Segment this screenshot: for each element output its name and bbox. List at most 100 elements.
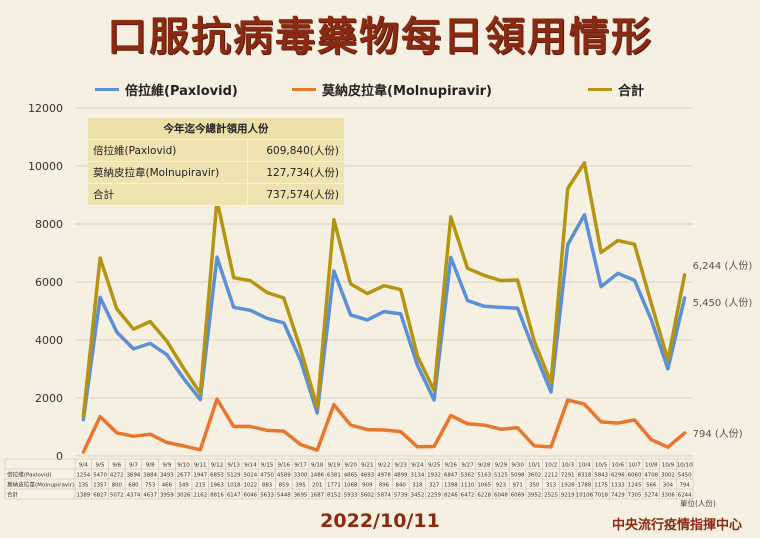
table-cell-value: 4693 bbox=[360, 473, 374, 479]
legend-item-molnupiravir: 莫納皮拉韋(Molnupiravir) bbox=[292, 80, 492, 99]
table-cell-value: 7429 bbox=[611, 493, 625, 499]
x-tick-label: 9/4 bbox=[79, 463, 88, 469]
table-cell-value: 6472 bbox=[461, 493, 475, 499]
x-tick-label: 9/18 bbox=[311, 463, 324, 469]
x-tick-label: 9/25 bbox=[428, 463, 441, 469]
table-cell-value: 201 bbox=[312, 483, 322, 489]
table-cell-value: 8318 bbox=[578, 473, 592, 479]
table-cell-value: 883 bbox=[262, 483, 272, 489]
legend-swatch-total bbox=[588, 88, 612, 91]
table-cell-value: 800 bbox=[112, 483, 123, 489]
y-tick-label: 0 bbox=[56, 450, 63, 463]
table-cell-value: 1486 bbox=[310, 473, 324, 479]
table-cell-value: 923 bbox=[496, 483, 506, 489]
x-tick-label: 10/2 bbox=[545, 463, 558, 469]
x-tick-label: 10/9 bbox=[662, 463, 675, 469]
y-tick-label: 8000 bbox=[35, 218, 63, 231]
y-tick-label: 12000 bbox=[28, 102, 63, 115]
table-row-label: 合計 bbox=[7, 491, 19, 499]
legend-swatch-paxlovid bbox=[95, 88, 119, 91]
table-cell-value: 3695 bbox=[294, 493, 308, 499]
table-cell-value: 5024 bbox=[244, 473, 258, 479]
x-tick-label: 10/10 bbox=[677, 463, 694, 469]
x-tick-label: 9/19 bbox=[328, 463, 341, 469]
footer-date: 2022/10/11 bbox=[320, 510, 440, 532]
x-tick-label: 9/22 bbox=[378, 463, 391, 469]
table-cell-value: 5450 bbox=[678, 473, 692, 479]
table-cell-value: 5843 bbox=[594, 473, 608, 479]
x-tick-label: 9/10 bbox=[177, 463, 190, 469]
table-cell-value: 3002 bbox=[661, 473, 675, 479]
table-cell-value: 6381 bbox=[327, 473, 341, 479]
table-cell-value: 6046 bbox=[244, 493, 258, 499]
legend-label-total: 合計 bbox=[618, 84, 645, 99]
x-tick-label: 10/6 bbox=[612, 463, 625, 469]
x-tick-label: 9/5 bbox=[96, 463, 105, 469]
table-cell-value: 1932 bbox=[427, 473, 441, 479]
table-cell-value: 1175 bbox=[594, 483, 608, 489]
table-cell-value: 5163 bbox=[477, 473, 491, 479]
table-cell-value: 3884 bbox=[143, 473, 157, 479]
table-cell-value: 5098 bbox=[511, 473, 525, 479]
x-tick-label: 9/23 bbox=[394, 463, 407, 469]
x-tick-label: 9/11 bbox=[194, 463, 207, 469]
table-cell-value: 1398 bbox=[444, 483, 458, 489]
table-cell-value: 6069 bbox=[511, 493, 525, 499]
table-cell-value: 6244 bbox=[678, 493, 692, 499]
summary-label: 莫納皮拉韋(Molnupiravir) bbox=[87, 161, 248, 184]
table-cell-value: 1133 bbox=[611, 483, 625, 489]
x-tick-label: 9/17 bbox=[294, 463, 307, 469]
table-cell-value: 4978 bbox=[377, 473, 391, 479]
x-tick-label: 9/13 bbox=[227, 463, 240, 469]
table-cell-value: 10106 bbox=[576, 493, 594, 499]
x-tick-label: 9/12 bbox=[211, 463, 224, 469]
table-cell-value: 327 bbox=[429, 483, 439, 489]
legend-item-total: 合計 bbox=[588, 80, 644, 99]
x-tick-label: 9/14 bbox=[244, 463, 257, 469]
table-cell-value: 909 bbox=[362, 483, 373, 489]
table-cell-value: 3300 bbox=[294, 473, 308, 479]
table-cell-value: 3452 bbox=[411, 493, 425, 499]
table-cell-value: 1788 bbox=[578, 483, 592, 489]
table-cell-value: 4589 bbox=[277, 473, 291, 479]
table-cell-value: 4374 bbox=[127, 493, 141, 499]
y-tick-label: 4000 bbox=[35, 334, 63, 347]
table-row-label: 倍拉維(Paxlovid) bbox=[7, 471, 51, 479]
summary-value: 127,734(人份) bbox=[246, 161, 346, 184]
y-tick-label: 6000 bbox=[35, 276, 63, 289]
series-line-1 bbox=[81, 397, 687, 454]
summary-header: 今年迄今總計領用人份 bbox=[87, 117, 345, 140]
table-cell-value: 350 bbox=[529, 483, 540, 489]
table-cell-value: 753 bbox=[145, 483, 155, 489]
x-tick-label: 10/4 bbox=[578, 463, 591, 469]
end-value-label: 794 (人份) bbox=[693, 428, 743, 440]
x-tick-label: 9/27 bbox=[461, 463, 474, 469]
legend-label-paxlovid: 倍拉維(Paxlovid) bbox=[125, 84, 238, 99]
page-title: 口服抗病毒藥物每日領用情形 bbox=[107, 14, 653, 60]
x-tick-label: 9/21 bbox=[361, 463, 374, 469]
table-cell-value: 5072 bbox=[110, 493, 124, 499]
table-cell-value: 1065 bbox=[477, 483, 491, 489]
table-cell-value: 6847 bbox=[444, 473, 458, 479]
table-cell-value: 6147 bbox=[227, 493, 241, 499]
table-cell-value: 840 bbox=[396, 483, 407, 489]
summary-table: 今年迄今總計領用人份 倍拉維(Paxlovid) 609,840(人份) 莫納皮… bbox=[87, 117, 346, 206]
table-cell-value: 6296 bbox=[611, 473, 625, 479]
x-tick-label: 9/6 bbox=[112, 463, 121, 469]
table-cell-value: 215 bbox=[195, 483, 205, 489]
table-cell-value: 135 bbox=[78, 483, 88, 489]
summary-row-molnupiravir: 莫納皮拉韋(Molnupiravir) 127,734(人份) bbox=[87, 161, 346, 184]
x-tick-label: 9/16 bbox=[278, 463, 291, 469]
table-cell-value: 3694 bbox=[127, 473, 141, 479]
table-cell-value: 896 bbox=[379, 483, 390, 489]
table-cell-value: 794 bbox=[680, 483, 691, 489]
x-tick-label: 10/3 bbox=[561, 463, 574, 469]
table-cell-value: 3959 bbox=[160, 493, 174, 499]
table-cell-value: 5448 bbox=[277, 493, 291, 499]
x-tick-label: 10/7 bbox=[628, 463, 641, 469]
table-cell-value: 395 bbox=[295, 483, 305, 489]
end-value-label: 5,450 (人份) bbox=[693, 297, 753, 309]
x-tick-label: 9/8 bbox=[146, 463, 155, 469]
table-cell-value: 1357 bbox=[93, 483, 107, 489]
